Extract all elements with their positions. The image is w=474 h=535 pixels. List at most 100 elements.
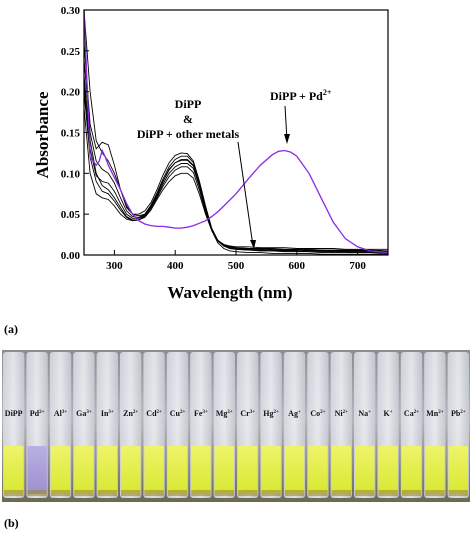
vial-solution: [4, 446, 24, 494]
series-line-8: [83, 9, 389, 254]
vial-bottom: [425, 490, 445, 496]
vial-solution: [27, 446, 47, 494]
vial-solution: [448, 446, 468, 494]
vial-solution: [167, 446, 188, 494]
y-axis-label: Absorbance: [33, 91, 52, 178]
y-tick-label: 0.05: [61, 209, 81, 221]
vial-solution: [401, 446, 422, 494]
absorbance-chart: 300 400 500 600 700 0.00 0.05 0.10 0.15 0.20 0.25…: [33, 5, 389, 302]
series-line-7: [83, 83, 388, 253]
x-axis-ticks: 300 400 500 600 700: [106, 250, 366, 272]
vial-solution: [355, 446, 375, 494]
vial-solution: [331, 446, 351, 494]
vial-label: Al3+: [54, 409, 68, 418]
vial-label: Ag+: [288, 409, 301, 418]
series-line-3: [83, 75, 389, 253]
panel-label-b: (b): [4, 516, 19, 530]
annotation-other-metals: DiPP + other metals: [137, 127, 240, 141]
x-tick-label: 700: [349, 260, 366, 272]
y-tick-label: 0.30: [61, 5, 81, 17]
vial-label: Fe3+: [194, 409, 208, 418]
x-tick-label: 600: [289, 260, 306, 272]
vial-bottom: [167, 490, 188, 496]
vial: Ni2+: [330, 352, 352, 498]
vial-label: Zn2+: [123, 409, 138, 418]
arrowhead-ligand: [250, 240, 256, 249]
arrowhead-pd: [284, 134, 290, 144]
vial-bottom: [144, 490, 164, 496]
vial: Mg2+: [213, 352, 235, 498]
annotation-pd: DiPP + Pd2+: [270, 88, 332, 103]
vial-label: In3+: [101, 409, 114, 418]
vial-bottom: [284, 490, 305, 496]
vial: Cd2+: [143, 352, 165, 498]
vial-bottom: [4, 490, 24, 496]
vial-bottom: [121, 490, 141, 496]
series-line-4: [83, 91, 389, 252]
panel-label-a: (a): [4, 322, 18, 336]
vial-bottom: [50, 490, 71, 496]
vial-solution: [214, 446, 234, 494]
y-tick-label: 0.10: [61, 168, 81, 180]
vial-bottom: [97, 490, 117, 496]
vial: Fe3+: [190, 352, 212, 498]
vial-label: Hg2+: [263, 409, 279, 418]
x-tick-label: 500: [228, 260, 245, 272]
vial-label: Ca2+: [404, 409, 419, 418]
vial-label: Na+: [358, 409, 371, 418]
annotation-ampersand: &: [183, 112, 193, 126]
vial: Cr3+: [237, 352, 259, 498]
vial: Ca2+: [400, 352, 423, 498]
vial-solution: [191, 446, 211, 494]
vial: Al3+: [49, 352, 72, 498]
x-tick-label: 300: [106, 260, 123, 272]
vial-bottom: [261, 490, 281, 496]
vial: Co2+: [307, 352, 329, 498]
vial-label: Co2+: [310, 409, 325, 418]
annotation-dipp: DiPP: [175, 97, 202, 111]
vial-solution: [284, 446, 305, 494]
vial-solution: [238, 446, 258, 494]
vial: Ga3+: [73, 352, 95, 498]
vial-bottom: [238, 490, 258, 496]
vial: Pd2+: [26, 352, 48, 498]
vial-bottom: [214, 490, 234, 496]
y-tick-label: 0.15: [61, 128, 81, 140]
vial-label: Mg2+: [216, 409, 233, 418]
vial: Ag+: [283, 352, 306, 498]
vial-solution: [378, 446, 398, 494]
vial-bottom: [27, 490, 47, 496]
vial-bottom: [308, 490, 328, 496]
vial-solution: [144, 446, 164, 494]
y-tick-label: 0.25: [61, 46, 81, 58]
vial: K+: [377, 352, 399, 498]
vial: Cu2+: [166, 352, 189, 498]
vial-bottom: [355, 490, 375, 496]
vial: DiPP: [3, 352, 25, 498]
vial-bottom: [448, 490, 468, 496]
vial-solution: [74, 446, 94, 494]
vial: Mn2+: [424, 352, 446, 498]
vial-label: K+: [384, 409, 393, 418]
series-line-6: [83, 58, 388, 254]
series-line-2: [83, 42, 389, 254]
series-line-5: [83, 107, 388, 250]
vial-label: Mn2+: [426, 409, 444, 418]
vial: In3+: [96, 352, 118, 498]
x-tick-label: 400: [167, 260, 184, 272]
vial: Hg2+: [260, 352, 282, 498]
vial-label: Pb2+: [451, 409, 466, 418]
vial-bottom: [401, 490, 422, 496]
spectra-lines: [83, 9, 389, 255]
vial-solution: [425, 446, 445, 494]
vial-label: Cd2+: [146, 409, 162, 418]
vial-solution: [97, 446, 117, 494]
annotation-arrow-ligand: [237, 141, 254, 247]
vial-bottom: [74, 490, 94, 496]
vial-label: Ni2+: [335, 409, 349, 418]
x-axis-label: Wavelength (nm): [167, 283, 292, 302]
vial: Zn2+: [120, 352, 142, 498]
vial-solution: [261, 446, 281, 494]
vial-label: DiPP: [5, 409, 23, 418]
photo-background: [2, 350, 470, 502]
